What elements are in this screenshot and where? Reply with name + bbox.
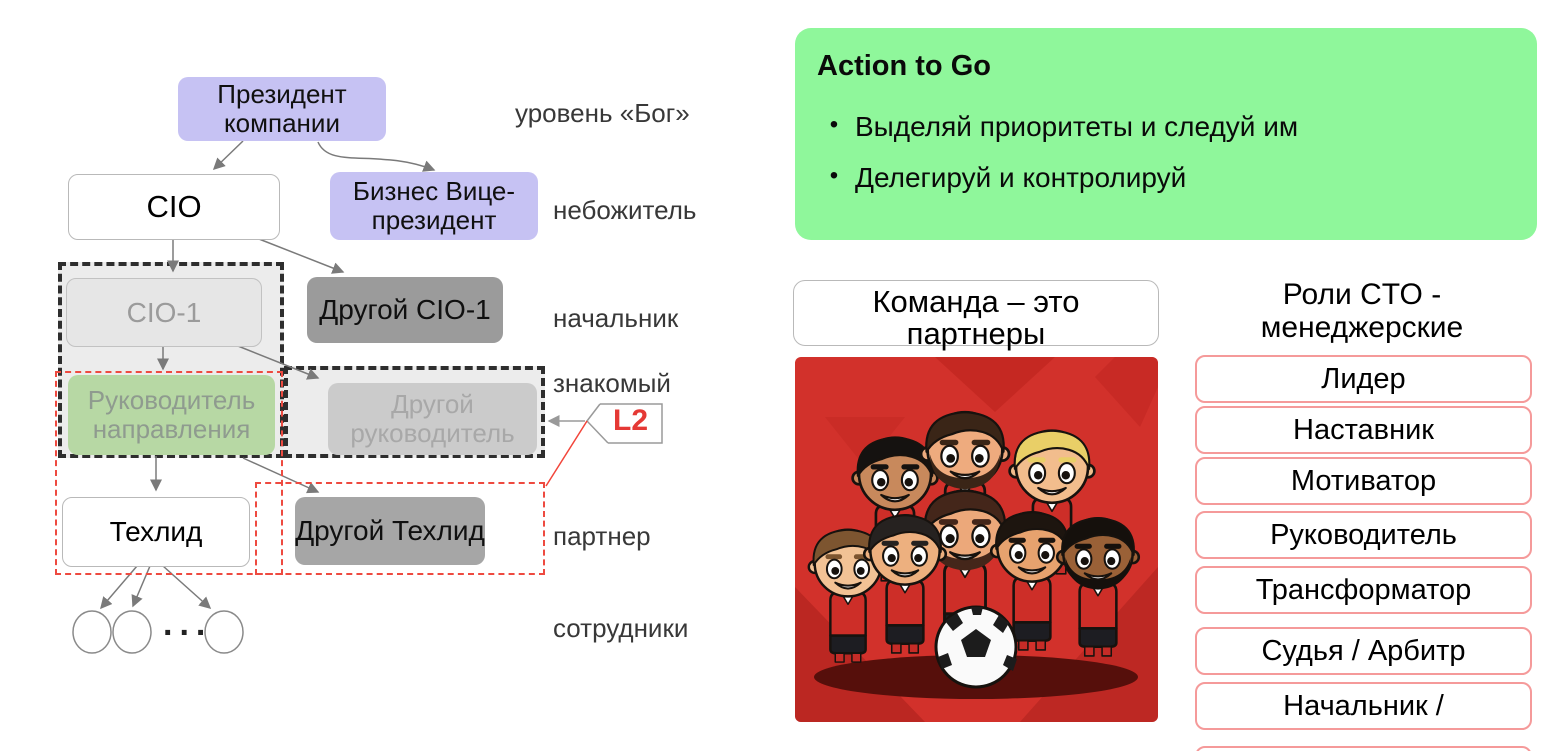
action-bullet-text: Делегируй и контролируй — [855, 162, 1187, 193]
org-node-label: Другой руководитель — [350, 388, 515, 448]
role-item-clipped — [1195, 746, 1532, 751]
org-node-label: Руководитель направления — [87, 384, 256, 444]
team-caption-box: Команда – это партнеры — [793, 280, 1159, 351]
org-node-business-vp: Бизнес Вице-президент — [330, 172, 538, 240]
action-bullet-2: • Делегируй и контролируй — [813, 162, 1187, 194]
soccer-team-illustration — [795, 357, 1158, 722]
action-bullet-text: Выделяй приоритеты и следуй им — [855, 111, 1299, 142]
role-item: Руководитель — [1195, 511, 1532, 559]
org-node-label: CIO-1 — [126, 296, 202, 328]
level-label-celestial: небожитель — [553, 195, 697, 225]
role-label: Мотиватор — [1290, 464, 1437, 497]
org-node-other-head: Другой руководитель — [328, 383, 537, 455]
org-node-cio-1: CIO-1 — [66, 278, 262, 347]
role-item: Мотиватор — [1195, 457, 1532, 505]
org-node-other-cio-1: Другой CIO-1 — [307, 277, 503, 343]
l2-red-pointer-line — [545, 420, 588, 487]
org-node-cio: CIO — [68, 174, 280, 240]
org-node-label: Другой CIO-1 — [319, 294, 491, 326]
level-label-partner: партнер — [553, 521, 651, 551]
l2-scope-peer — [255, 482, 545, 575]
role-label: Судья / Арбитр — [1261, 634, 1466, 667]
org-node-techlead: Техлид — [62, 497, 250, 567]
level-label-employees: сотрудники — [553, 613, 689, 643]
roles-title: Роли CTO - менеджерские — [1260, 278, 1464, 344]
org-node-label: CIO — [146, 188, 202, 224]
action-to-go-panel: Action to Go • Выделяй приоритеты и след… — [795, 28, 1537, 240]
bullet-dot: • — [829, 111, 839, 138]
org-node-other-techlead: Другой Техлид — [295, 497, 485, 565]
role-label: Руководитель — [1270, 518, 1457, 551]
action-bullet-1: • Выделяй приоритеты и следуй им — [813, 111, 1298, 143]
level-label-acquaintance: знакомый — [553, 368, 671, 398]
role-item: Начальник / — [1195, 682, 1532, 730]
org-node-label: Бизнес Вице-президент — [352, 175, 516, 235]
role-label: Лидер — [1321, 362, 1406, 395]
level-label-boss: начальник — [553, 303, 679, 333]
more-subordinates-dots: ... — [163, 605, 213, 643]
role-item: Наставник — [1195, 406, 1532, 454]
bullet-dot: • — [829, 162, 839, 189]
role-item: Лидер — [1195, 355, 1532, 403]
l2-scope-own — [55, 371, 283, 575]
role-item: Судья / Арбитр — [1195, 627, 1532, 675]
role-label: Трансформатор — [1255, 573, 1472, 606]
org-node-label: Техлид — [109, 516, 203, 548]
role-item: Трансформатор — [1195, 566, 1532, 614]
org-node-label: Другой Техлид — [295, 515, 485, 547]
role-label: Наставник — [1293, 413, 1434, 446]
action-title: Action to Go — [817, 50, 991, 82]
org-node-direction-head: Руководитель направления — [68, 375, 275, 455]
l2-label: L2 — [613, 404, 649, 437]
soccer-ball — [934, 605, 1018, 689]
org-node-president: Президент компании — [178, 77, 386, 141]
level-label-god: уровень «Бог» — [515, 98, 690, 128]
org-node-label: Президент компании — [217, 78, 347, 138]
role-label: Начальник / — [1283, 689, 1444, 722]
team-caption: Команда – это партнеры — [872, 284, 1080, 351]
